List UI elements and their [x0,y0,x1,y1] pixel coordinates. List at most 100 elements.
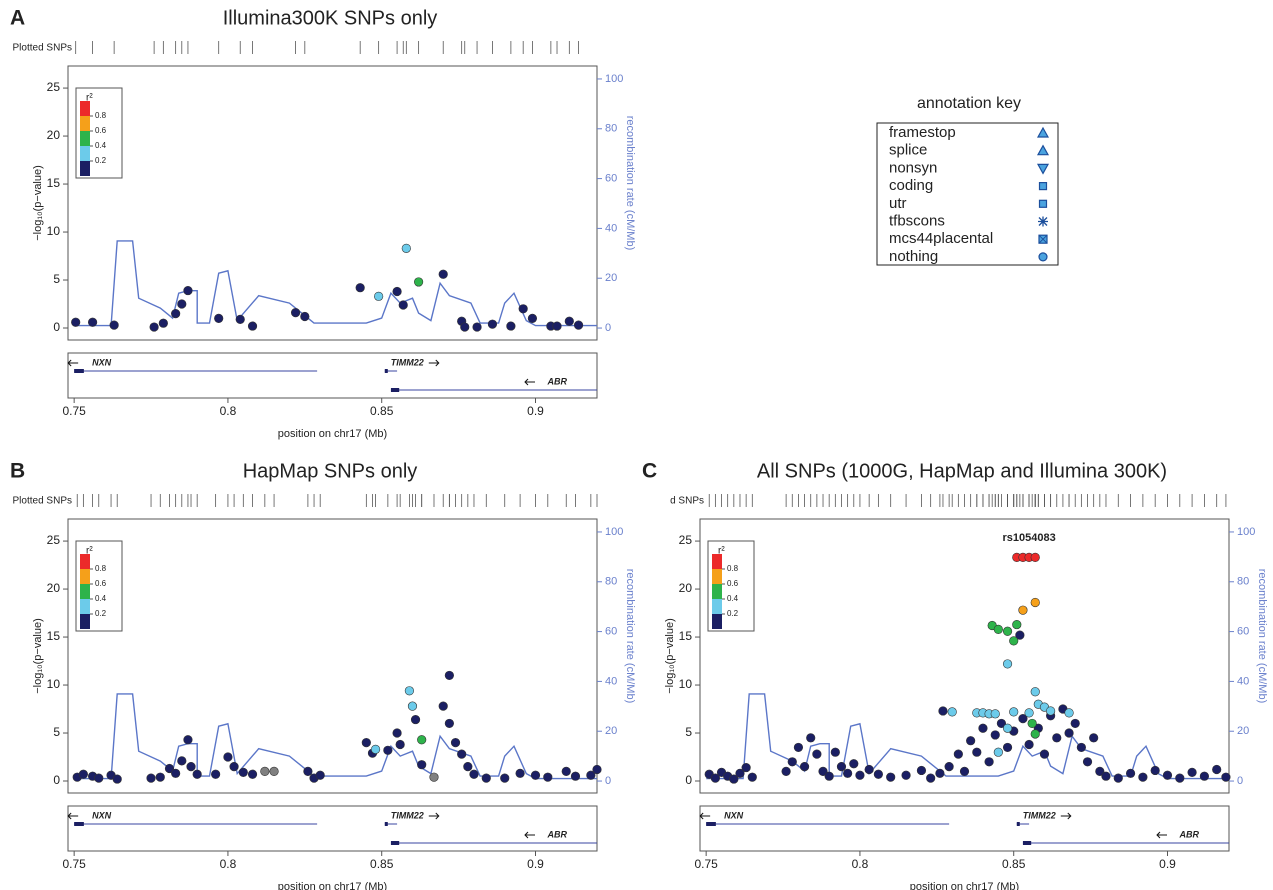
y2-tick-label: 20 [605,725,617,737]
snp-point [247,769,258,779]
snp-point [793,742,804,753]
gene-label: TIMM22 [391,810,424,820]
recombination-line [706,693,1229,780]
snp-point [444,670,454,681]
key-symbol [1036,163,1050,175]
y-axis-title: −log₁₀(p−value) [664,618,676,694]
strand-arrow [428,359,440,367]
rug-label: Plotted SNPs [13,496,72,507]
snp-point [506,321,516,331]
r2-legend-swatch [712,569,722,584]
snp-point [1076,742,1086,753]
snp-point [966,736,976,746]
snp-point [315,770,325,780]
snp-point [392,728,402,738]
y-tick-label: 15 [47,176,61,190]
r2-legend-label: 0.8 [727,564,739,573]
strand-arrow [67,359,79,367]
y-tick-label: 0 [685,773,692,787]
snp-point [355,283,365,293]
x-tick-label: 0.8 [220,857,237,871]
y-tick-label: 0 [53,320,60,334]
snp-point [183,735,193,745]
snp-point [806,733,816,743]
snp-point [978,723,988,733]
snp-point [460,322,470,332]
snp-point [417,760,427,770]
y2-tick-label: 60 [605,172,617,184]
snp-point [438,701,448,711]
key-symbol [1038,234,1048,244]
snp-point [561,766,571,777]
snp-point [1002,659,1013,669]
snp-point [836,762,847,772]
snp-point [818,766,828,777]
r2-legend-swatch [712,584,722,599]
snp-point [729,774,739,784]
snp-point [186,762,196,772]
snp-point [370,744,381,754]
snp-point [1030,597,1040,608]
panel-label: B [10,460,25,483]
snp-point [518,304,528,314]
snp-point [916,765,927,776]
snp-point [935,768,945,778]
snp-point [109,320,119,330]
plot-frame [67,518,598,794]
snp-point [383,745,393,755]
snp-point [1027,718,1037,729]
snp-point [146,773,156,783]
y2-tick-label: 80 [605,576,617,588]
gene-frame [67,805,598,852]
annotation-key-label: tfbscons [889,212,945,229]
snp-point [438,269,448,279]
snp-point [573,320,584,330]
snp-point [1015,630,1025,640]
snp-point [527,313,538,324]
snp-point [564,316,574,326]
y-tick-label: 5 [53,272,60,286]
snp-point [1113,773,1123,783]
snp-point [1052,733,1062,743]
r2-legend-swatch [80,584,90,599]
y-tick-label: 5 [685,725,692,739]
x-axis-title: position on chr17 (Mb) [910,881,1019,890]
panel-label: C [642,460,657,483]
recombination-line [74,693,597,780]
key-symbol [1036,126,1050,138]
snp-point [1024,708,1034,718]
snp-point [395,739,405,750]
snp-point [260,766,270,777]
r2-legend-label: 0.2 [95,609,107,618]
snp-point [552,321,562,331]
snp-point [1187,767,1197,777]
snp-point [183,285,193,296]
snp-point [407,701,418,711]
y2-tick-label: 0 [1237,775,1243,787]
snp-point [457,749,467,759]
snp-point [300,311,310,322]
y2-tick-label: 20 [1237,725,1249,737]
annotation-key-label: utr [889,195,907,212]
snp-point [1024,739,1034,750]
r2-legend-swatch [712,614,722,629]
strand-arrow [524,831,535,839]
rug-label: Plotted SNPs [13,43,72,54]
r2-legend-swatch [80,146,90,161]
snp-point [361,738,371,748]
snp-point [229,762,239,772]
annotation-key-label: coding [889,177,933,194]
snp-point [404,686,414,696]
y2-axis-title: recombination rate (cM/Mb) [624,116,636,251]
snp-point [926,773,936,783]
snp-point [429,772,439,782]
strand-arrow [1060,812,1072,820]
x-tick-label: 0.9 [527,404,544,418]
y-tick-label: 5 [53,725,60,739]
snp-point [959,766,970,777]
snp-point [192,769,202,779]
r2-legend-swatch [80,614,90,629]
y-tick-label: 25 [47,533,61,547]
gene-exon [390,388,400,392]
